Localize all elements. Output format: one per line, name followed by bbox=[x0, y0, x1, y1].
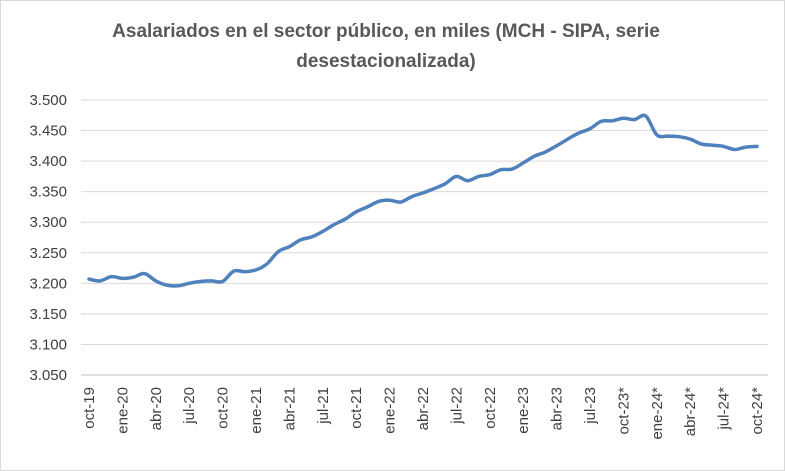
x-tick-label: ene-24* bbox=[649, 387, 666, 440]
x-tick-label: oct-24* bbox=[749, 387, 766, 435]
x-tick-label: ene-20 bbox=[114, 387, 131, 434]
y-tick-label: 3.200 bbox=[29, 275, 67, 292]
x-tick-label: oct-23* bbox=[615, 387, 632, 435]
x-tick-label: oct-20 bbox=[215, 387, 232, 429]
x-tick-label: jul-22 bbox=[448, 387, 465, 425]
x-tick-label: abr-21 bbox=[281, 387, 298, 430]
y-tick-label: 3.050 bbox=[29, 367, 67, 384]
x-tick-label: abr-22 bbox=[415, 387, 432, 430]
x-tick-label: ene-23 bbox=[515, 387, 532, 434]
series-line bbox=[87, 113, 759, 288]
x-tick-label: jul-21 bbox=[315, 387, 332, 425]
x-tick-label: oct-19 bbox=[81, 387, 98, 429]
x-tick-label: ene-21 bbox=[248, 387, 265, 434]
y-tick-label: 3.150 bbox=[29, 306, 67, 323]
y-tick-label: 3.250 bbox=[29, 245, 67, 262]
x-tick-label: jul-23 bbox=[582, 387, 599, 425]
x-tick-label: abr-24* bbox=[682, 387, 699, 436]
y-tick-label: 3.300 bbox=[29, 214, 67, 231]
chart-title: Asalariados en el sector público, en mil… bbox=[112, 21, 660, 72]
y-tick-label: 3.500 bbox=[29, 92, 67, 109]
y-tick-label: 3.100 bbox=[29, 336, 67, 353]
x-tick-label: oct-22 bbox=[482, 387, 499, 429]
x-tick-label: jul-24* bbox=[716, 387, 733, 431]
x-tick-label: abr-20 bbox=[148, 387, 165, 430]
x-tick-label: abr-23 bbox=[549, 387, 566, 430]
y-tick-label: 3.400 bbox=[29, 153, 67, 170]
y-tick-label: 3.350 bbox=[29, 184, 67, 201]
x-tick-label: oct-21 bbox=[348, 387, 365, 429]
y-tick-label: 3.450 bbox=[29, 123, 67, 140]
x-tick-label: jul-20 bbox=[181, 387, 198, 425]
x-tick-label: ene-22 bbox=[382, 387, 399, 434]
